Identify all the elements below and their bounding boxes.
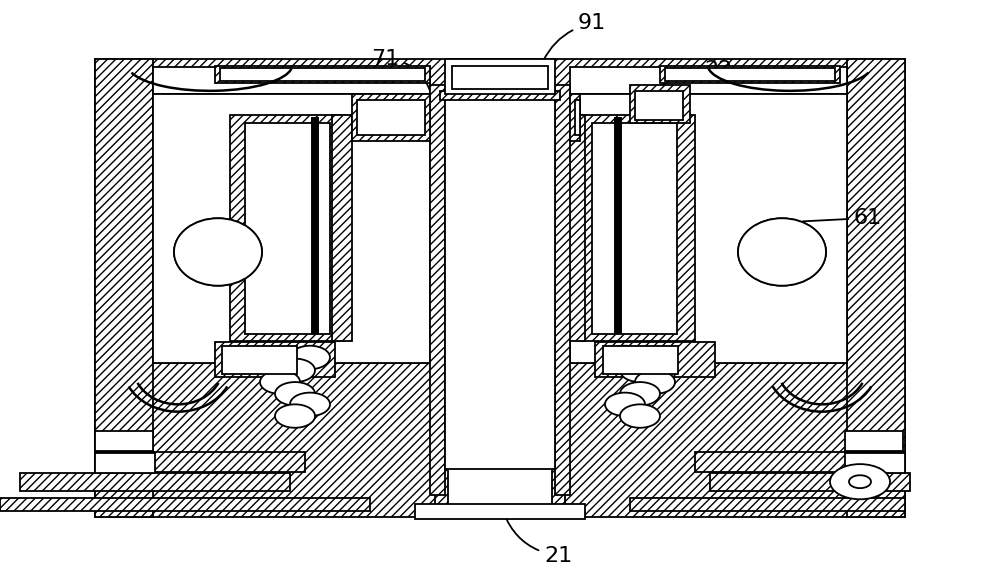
Bar [415, 504, 585, 519]
Bar [665, 68, 835, 81]
Bar [580, 115, 695, 341]
Bar [445, 85, 555, 469]
Text: 22: 22 [650, 60, 732, 92]
Bar [635, 91, 683, 120]
Bar [847, 59, 905, 517]
Bar [95, 59, 153, 517]
Bar [555, 85, 570, 495]
Bar [570, 94, 847, 363]
Bar [95, 452, 305, 472]
Bar [845, 453, 905, 473]
Circle shape [605, 346, 645, 369]
Bar [570, 67, 847, 94]
Ellipse shape [174, 219, 262, 286]
Circle shape [275, 382, 315, 406]
Bar [95, 431, 153, 451]
Circle shape [620, 404, 660, 428]
Bar [575, 100, 580, 135]
Bar [153, 94, 430, 363]
Bar [595, 342, 715, 377]
Bar [570, 94, 580, 141]
Text: 71: 71 [371, 49, 431, 94]
Ellipse shape [738, 219, 826, 286]
Circle shape [260, 370, 300, 394]
Circle shape [830, 464, 890, 499]
Circle shape [635, 370, 675, 394]
Ellipse shape [738, 219, 826, 286]
Bar [215, 342, 335, 377]
Bar [845, 431, 903, 451]
Text: 61: 61 [803, 208, 882, 228]
Circle shape [290, 393, 330, 416]
Bar [592, 123, 677, 334]
Bar [357, 100, 425, 135]
Bar [245, 123, 330, 334]
Bar [332, 115, 352, 341]
Bar [0, 498, 370, 511]
Bar [153, 94, 430, 363]
Circle shape [605, 393, 645, 416]
Bar [660, 66, 840, 83]
Bar [630, 498, 905, 511]
Bar [445, 59, 555, 94]
Bar [710, 473, 910, 491]
Text: 91: 91 [543, 13, 606, 61]
Bar [570, 94, 847, 363]
Bar [430, 85, 445, 495]
Bar [352, 94, 430, 141]
Bar [153, 67, 430, 94]
Bar [215, 66, 430, 83]
Bar [630, 85, 690, 123]
Bar [565, 115, 585, 341]
Circle shape [290, 346, 330, 369]
Bar [95, 59, 905, 517]
Bar [452, 66, 548, 89]
Bar [695, 452, 905, 472]
Bar [448, 416, 552, 507]
Bar [20, 473, 290, 491]
Bar [95, 453, 155, 473]
Bar [603, 346, 678, 374]
Bar [435, 411, 565, 517]
Circle shape [275, 359, 315, 382]
Circle shape [620, 382, 660, 406]
Bar [230, 115, 345, 341]
Circle shape [275, 404, 315, 428]
Bar [222, 346, 297, 374]
Text: 21: 21 [504, 513, 572, 565]
Circle shape [620, 359, 660, 382]
Bar [220, 68, 425, 81]
Bar [440, 91, 560, 100]
Ellipse shape [174, 219, 262, 286]
